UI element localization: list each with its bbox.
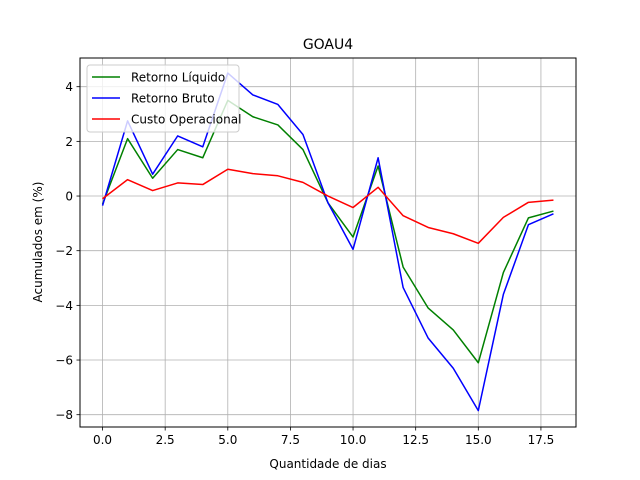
plot-frame <box>79 57 577 428</box>
x-tick-label: 7.5 <box>281 433 300 447</box>
y-tick-label: −2 <box>55 244 73 258</box>
y-axis-label: Acumulados em (%) <box>31 182 45 303</box>
y-tick-label: −4 <box>55 299 73 313</box>
series-line-retorno-bruto <box>101 72 554 412</box>
y-tick-label: 2 <box>65 135 73 149</box>
legend-label-retorno-liquido: Retorno Líquido <box>131 71 225 85</box>
chart-title: GOAU4 <box>303 37 353 53</box>
x-axis-ticks: 0.0 2.5 5.0 7.5 10.0 12.5 15.0 17.5 <box>93 427 554 447</box>
legend-box <box>86 64 240 133</box>
series-line-custo-operacional <box>102 168 554 245</box>
y-axis-ticks: −8 −6 −4 −2 0 2 4 <box>55 80 80 422</box>
y-tick-label: −6 <box>55 354 73 368</box>
x-tick-label: 12.5 <box>402 433 429 447</box>
y-tick-label: −8 <box>55 408 73 422</box>
x-tick-label: 5.0 <box>218 433 237 447</box>
x-tick-label: 10.0 <box>340 433 367 447</box>
x-tick-label: 17.5 <box>528 433 555 447</box>
legend: Retorno Líquido Retorno Bruto Custo Operac… <box>86 64 241 133</box>
legend-label-retorno-bruto: Retorno Bruto <box>131 92 215 106</box>
x-axis-label: Quantidade de dias <box>269 457 386 471</box>
x-tick-label: 2.5 <box>156 433 175 447</box>
y-tick-label: 4 <box>65 80 73 94</box>
x-tick-label: 15.0 <box>465 433 492 447</box>
legend-label-custo-operacional: Custo Operacional <box>131 113 241 127</box>
y-tick-label: 0 <box>65 190 73 204</box>
series-lines <box>101 72 554 412</box>
x-tick-label: 0.0 <box>93 433 112 447</box>
